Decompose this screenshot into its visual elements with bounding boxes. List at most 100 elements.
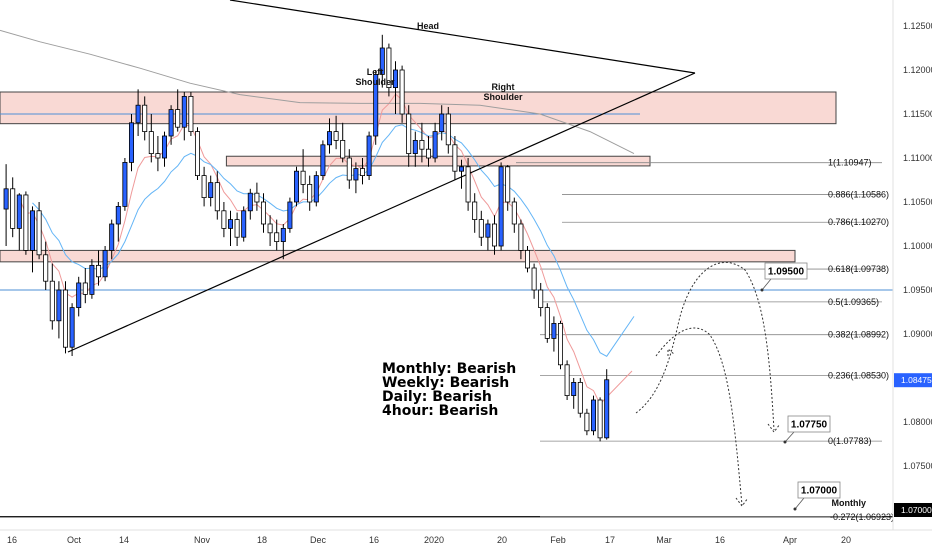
candle-body xyxy=(142,104,148,132)
candle-body xyxy=(188,96,194,133)
candle-body xyxy=(511,201,517,225)
candle xyxy=(597,397,603,442)
candle xyxy=(346,149,352,189)
candle xyxy=(234,212,240,246)
current-price-tag xyxy=(894,373,932,388)
candle xyxy=(340,122,346,163)
candle xyxy=(194,127,200,180)
callout-107000-box xyxy=(797,481,841,499)
candle-body xyxy=(128,122,134,163)
monthly-price-tag xyxy=(894,503,932,517)
fib-level-label: 0(1.07783) xyxy=(828,436,872,446)
candle xyxy=(69,303,75,356)
candle-body xyxy=(3,188,9,210)
time-tick-label: 18 xyxy=(257,535,267,545)
bias-line: Monthly: Bearish xyxy=(382,361,516,377)
candle xyxy=(425,136,431,167)
callout-107000-text: 1.07000 xyxy=(801,486,838,497)
callout-109500-pointer xyxy=(761,278,772,291)
candle xyxy=(63,281,69,354)
candle-body xyxy=(366,135,372,176)
candlestick-series xyxy=(3,34,610,442)
candle xyxy=(320,140,326,180)
candle-body xyxy=(63,289,69,348)
callout-107000-dot xyxy=(793,507,797,511)
candle xyxy=(406,105,412,167)
callout-107750-text: 1.07750 xyxy=(791,420,828,431)
candle-body xyxy=(82,282,88,295)
time-tick-label: 2020 xyxy=(424,535,444,545)
candle xyxy=(373,70,379,145)
candle-body xyxy=(280,227,286,242)
horizontal-levels xyxy=(0,113,893,518)
fib-level-label: 1(1.10947) xyxy=(828,158,872,168)
price-tick-label: 1.09000 xyxy=(903,329,932,339)
projection-arrowhead xyxy=(735,497,749,507)
candle xyxy=(538,282,544,317)
candle-body xyxy=(591,399,597,432)
candle xyxy=(386,43,392,97)
label-monthly: Monthly xyxy=(832,498,867,508)
label-right-shoulder: Right xyxy=(492,82,515,92)
time-tick-label: 16 xyxy=(369,535,379,545)
time-tick-label: 16 xyxy=(7,535,17,545)
candle-body xyxy=(379,47,385,75)
zone-rect xyxy=(0,249,796,263)
candle-body xyxy=(558,323,564,366)
candle xyxy=(16,193,22,251)
fib-level-label: 0.236(1.08530) xyxy=(828,370,889,380)
candle-body xyxy=(333,131,339,141)
candle xyxy=(168,105,174,145)
candle-body xyxy=(300,170,306,185)
candle-body xyxy=(194,131,200,177)
candle-body xyxy=(89,264,95,295)
callout-107750-box xyxy=(787,415,831,433)
candle-body xyxy=(208,182,214,198)
candle-body xyxy=(340,139,346,159)
price-tick-label: 1.11000 xyxy=(903,153,932,163)
candle xyxy=(10,177,16,238)
candle xyxy=(142,96,148,141)
candle-body xyxy=(115,205,121,225)
candle-body xyxy=(425,148,431,159)
callout-107750-dot xyxy=(783,440,787,444)
moving-averages xyxy=(0,29,635,405)
candle xyxy=(122,158,128,211)
candle-body xyxy=(452,144,458,172)
projection-path xyxy=(635,261,775,431)
candle-body xyxy=(234,219,240,238)
time-axis[interactable]: 16 Oct 14 Nov 18 Dec 16 2020 20 Feb 17 Mar 16 Apr 20 xyxy=(0,529,932,545)
candle xyxy=(472,193,478,233)
candle xyxy=(102,246,108,282)
fib-level-label: 0.5(1.09365) xyxy=(828,297,879,307)
candle xyxy=(505,165,511,211)
candle xyxy=(412,131,418,167)
candle-body xyxy=(346,157,352,181)
candle-body xyxy=(168,109,174,137)
candle-body xyxy=(221,210,227,229)
candle xyxy=(445,106,451,154)
candle-body xyxy=(69,307,75,348)
time-tick-label: 20 xyxy=(497,535,507,545)
candle-body xyxy=(326,131,332,146)
candle xyxy=(148,114,154,163)
projection-paths xyxy=(635,261,781,507)
trendlines xyxy=(67,0,696,353)
callout-107000-pointer xyxy=(794,497,805,510)
candle xyxy=(267,215,273,246)
candle xyxy=(558,320,564,370)
ma-slow-line xyxy=(0,29,635,155)
candle xyxy=(452,136,458,180)
time-tick-label: Nov xyxy=(194,535,211,545)
label-head: Head xyxy=(417,21,439,31)
candle xyxy=(485,219,491,251)
price-axis[interactable]: 1.12500 1.12000 1.11500 1.11000 1.10500 1.100… xyxy=(892,0,932,530)
candle-body xyxy=(373,74,379,137)
fibonacci-retracement: 1(1.10947) 0.886(1.10586) 0.786(1.10270) 0.… xyxy=(516,158,894,522)
candle xyxy=(43,241,49,290)
candle-body xyxy=(122,161,128,207)
candle xyxy=(399,65,405,123)
candle xyxy=(247,188,253,220)
